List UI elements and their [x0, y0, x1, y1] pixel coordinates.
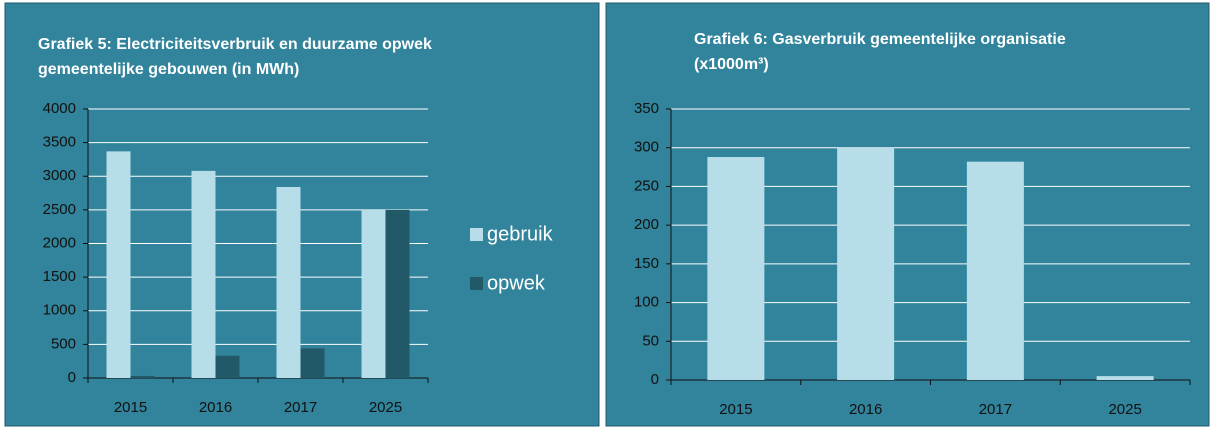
- y-tick-label: 200: [634, 216, 659, 233]
- y-tick-label: 300: [634, 139, 659, 156]
- x-tick-label: 2025: [1108, 401, 1141, 418]
- x-tick-label: 2015: [114, 399, 147, 416]
- y-tick-label: 0: [651, 371, 659, 388]
- x-tick-label: 2016: [199, 399, 232, 416]
- x-tick-label: 2017: [284, 399, 317, 416]
- bar: [385, 209, 410, 378]
- legend-label: gebruik: [487, 223, 554, 245]
- bar: [130, 375, 155, 378]
- chart-title: Grafiek 5: Electriciteitsverbruik en duu…: [38, 36, 432, 78]
- bar: [215, 355, 240, 378]
- bar: [191, 170, 216, 378]
- chart-title: Grafiek 6: Gasverbruik gemeentelijke org…: [694, 31, 1066, 73]
- legend-label: opwek: [487, 272, 546, 294]
- legend-swatch: [470, 277, 483, 290]
- bar: [276, 187, 301, 378]
- y-tick-label: 3000: [43, 167, 76, 184]
- x-tick-label: 2017: [979, 401, 1012, 418]
- y-tick-label: 1000: [43, 302, 76, 319]
- y-tick-label: 3500: [43, 134, 76, 151]
- y-tick-label: 0: [68, 369, 76, 386]
- bar: [106, 151, 131, 378]
- bar: [707, 157, 765, 380]
- bar: [966, 161, 1024, 380]
- y-tick-label: 4000: [43, 100, 76, 117]
- y-tick-label: 2500: [43, 201, 76, 218]
- y-tick-label: 150: [634, 255, 659, 272]
- y-tick-label: 1500: [43, 268, 76, 285]
- bar: [837, 147, 895, 380]
- legend-swatch: [470, 228, 483, 241]
- y-tick-label: 350: [634, 100, 659, 117]
- x-tick-label: 2025: [369, 399, 402, 416]
- bar: [300, 348, 325, 378]
- bar: [1096, 376, 1154, 380]
- y-tick-label: 500: [51, 335, 76, 352]
- x-tick-label: 2016: [849, 401, 882, 418]
- y-tick-label: 100: [634, 294, 659, 311]
- y-tick-label: 50: [642, 332, 659, 349]
- x-tick-label: 2015: [719, 401, 752, 418]
- y-tick-label: 250: [634, 177, 659, 194]
- y-tick-label: 2000: [43, 234, 76, 251]
- bar: [361, 209, 386, 378]
- panel: [605, 2, 1210, 427]
